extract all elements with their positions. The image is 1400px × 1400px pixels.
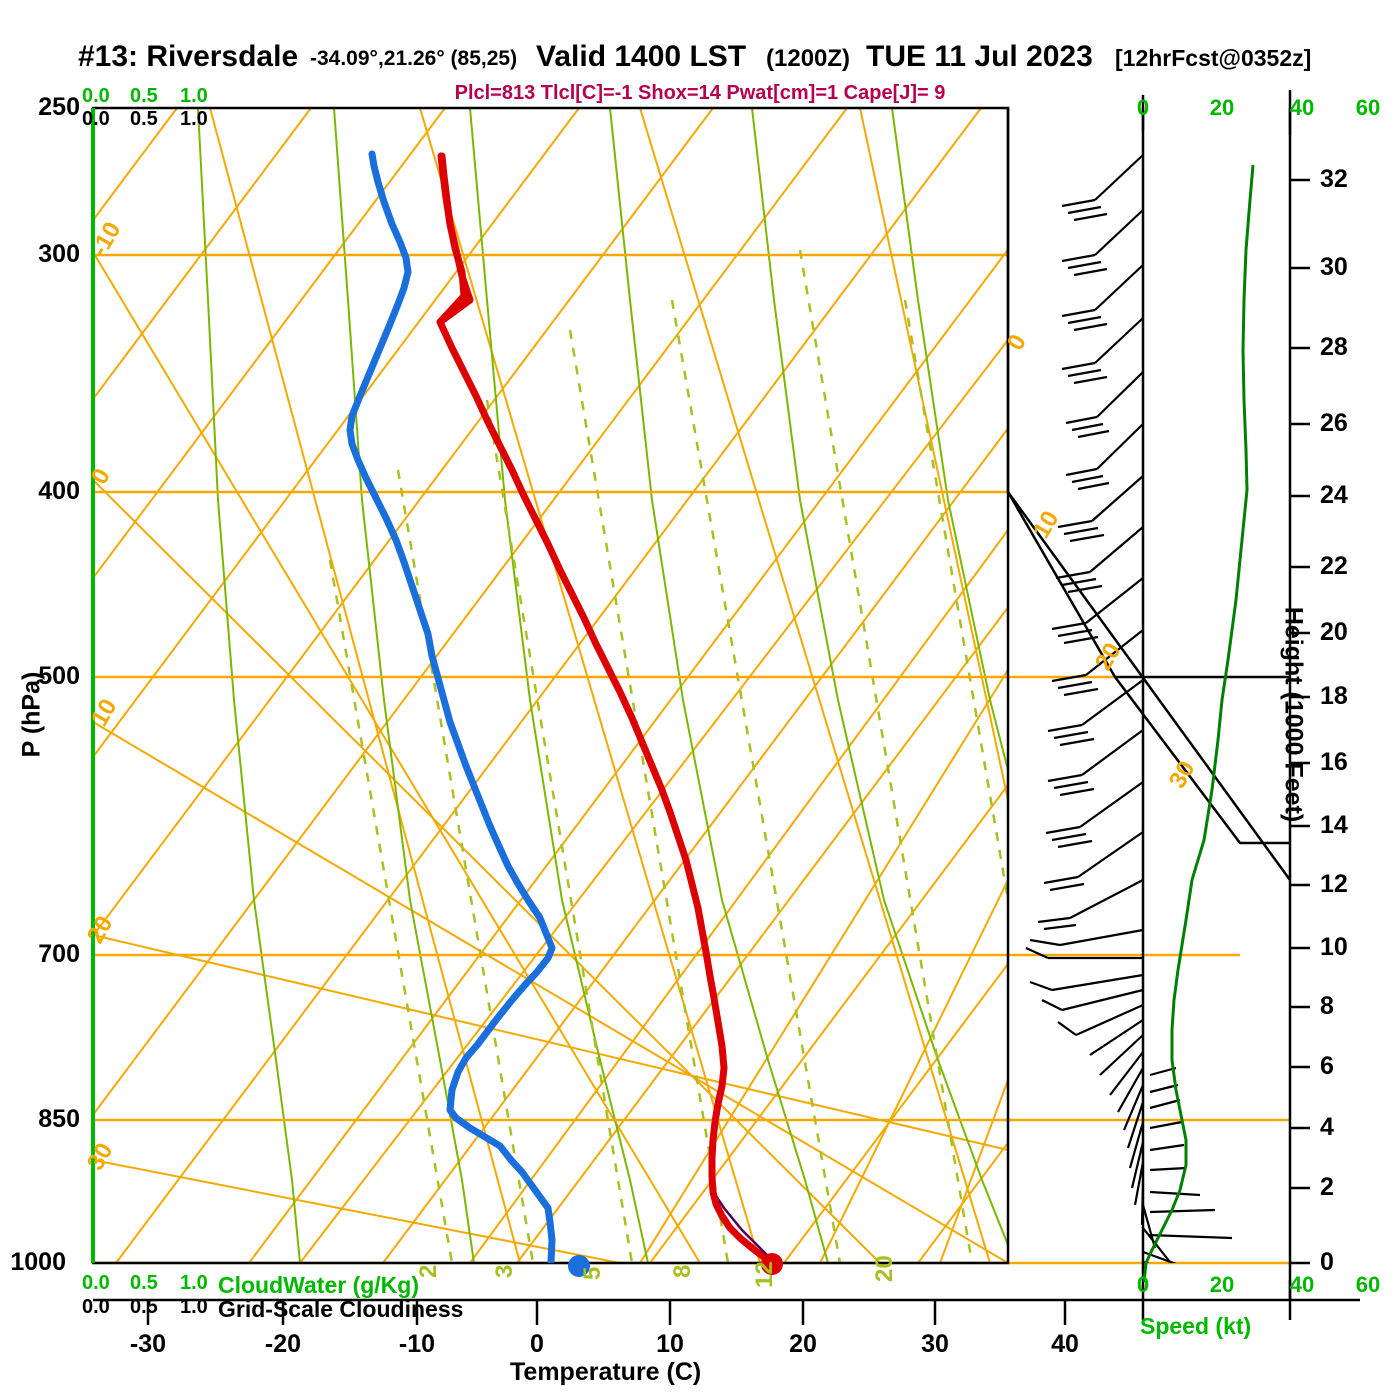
gridscale-tick-top-2: 1.0 [180,108,208,130]
cloudwater-axis-label: CloudWater (g/Kg) [218,1272,420,1298]
temperature-tick--20: -20 [264,1330,302,1358]
temperature-tick-30: 30 [921,1330,949,1358]
valid-date: TUE 11 Jul 2023 [866,40,1093,73]
speed-axis-label: Speed (kt) [1140,1313,1252,1339]
speed-tick-bottom-3: 60 [1355,1272,1381,1297]
height-tick-marks [1290,178,1310,1265]
temperature-tick-40: 40 [1051,1330,1079,1358]
pressure-tick-500: 500 [38,662,80,690]
dewpoint-surface-dot [568,1255,590,1277]
temperature-axis-label: Temperature (C) [510,1358,702,1386]
cloudwater-tick-top-0: 0.0 [82,85,110,107]
speed-tick-bottom-2: 40 [1289,1272,1315,1297]
speed-tick-bottom-1: 20 [1209,1272,1235,1297]
cloudwater-tick-top-2: 1.0 [180,85,208,107]
wind-barbs [1025,154,1233,1263]
isobar-lines [93,253,1290,1265]
gridscale-tick-top-1: 0.5 [130,108,158,130]
valid-time-zulu: (1200Z) [766,45,851,72]
height-tick-14: 14 [1320,811,1348,839]
height-tick-16: 16 [1320,748,1348,776]
height-tick-28: 28 [1320,333,1348,361]
height-tick-4: 4 [1320,1113,1334,1141]
height-tick-24: 24 [1320,481,1348,509]
height-tick-26: 26 [1320,409,1348,437]
svg-text:20: 20 [871,1255,898,1282]
pressure-tick-1000: 1000 [10,1248,66,1276]
moist-adiabat-lines [197,108,1008,1263]
cloudwater-tick-bottom-1: 0.5 [130,1272,158,1294]
height-tick-8: 8 [1320,992,1334,1020]
svg-text:20: 20 [82,911,119,948]
height-axis-label: Height (1000 Feet) [1279,606,1308,823]
speed-tick-top-2: 40 [1289,95,1315,120]
temperature-tick-20: 20 [789,1330,817,1358]
dry-adiabat-lines [93,108,1008,1263]
gridscale-axis-label: Grid-Scale Cloudiness [218,1296,464,1322]
temperature-tick-0: 0 [530,1330,544,1358]
gridscale-tick-bottom-0: 0.0 [82,1296,110,1318]
height-tick-6: 6 [1320,1052,1334,1080]
station-coordinates: -34.09°,21.26° (85,25) [310,47,518,70]
height-tick-20: 20 [1320,618,1348,646]
height-tick-22: 22 [1320,552,1348,580]
svg-text:12: 12 [751,1261,778,1288]
height-tick-32: 32 [1320,165,1348,193]
temperature-tick-10: 10 [656,1330,684,1358]
sounding-parameters: Plcl=813 Tlcl[C]=-1 Shox=14 Pwat[cm]=1 C… [454,82,946,104]
dewpoint-trace [346,150,556,1263]
pressure-tick-250: 250 [38,93,80,121]
height-tick-10: 10 [1320,933,1348,961]
temperature-axis-ticks [146,1300,1067,1325]
speed-axis-ticks [1141,90,1292,1320]
valid-time: Valid 1400 LST [536,40,747,73]
station-title: #13: Riversdale [78,40,299,73]
height-tick-30: 30 [1320,253,1348,281]
mixing-ratio-value-labels: 2 3 5 8 12 20 [415,1255,898,1288]
mixing-ratio-lines [328,249,1008,1263]
isotherm-lines [93,108,1008,1263]
speed-tick-top-0: 0 [1136,95,1150,120]
gridscale-tick-bottom-1: 0.5 [130,1296,158,1318]
svg-text:3: 3 [491,1265,518,1278]
speed-tick-bottom-0: 0 [1136,1272,1150,1297]
gridscale-tick-top-0: 0.0 [82,108,110,130]
pressure-tick-850: 850 [38,1105,80,1133]
height-tick-18: 18 [1320,682,1348,710]
temperature-tick--30: -30 [129,1330,167,1358]
height-tick-12: 12 [1320,870,1348,898]
speed-tick-top-1: 20 [1209,95,1235,120]
temperature-surface-dot [761,1253,783,1275]
forecast-run-label: [12hrFcst@0352z] [1115,45,1312,71]
speed-tick-top-3: 60 [1355,95,1381,120]
cloudwater-tick-top-1: 0.5 [130,85,158,107]
pressure-tick-300: 300 [38,240,80,268]
height-tick-2: 2 [1320,1173,1334,1201]
svg-text:8: 8 [669,1265,696,1278]
svg-text:30: 30 [82,1138,119,1175]
pressure-tick-700: 700 [38,940,80,968]
cloudwater-tick-bottom-0: 0.0 [82,1272,110,1294]
pressure-axis-label: P (hPa) [17,671,46,758]
temperature-tick--10: -10 [398,1330,436,1358]
temperature-trace [436,152,774,1263]
svg-text:30: 30 [1164,756,1201,793]
cloudwater-tick-bottom-2: 1.0 [180,1272,208,1294]
svg-text:2: 2 [415,1265,442,1278]
gridscale-tick-bottom-2: 1.0 [180,1296,208,1318]
svg-text:0: 0 [86,464,116,489]
svg-text:5: 5 [579,1267,606,1280]
temperature-trace-upper [436,152,474,326]
pressure-tick-400: 400 [38,477,80,505]
wind-speed-curve [1142,164,1255,1283]
height-tick-0: 0 [1320,1248,1334,1276]
svg-text:0: 0 [1002,330,1032,355]
